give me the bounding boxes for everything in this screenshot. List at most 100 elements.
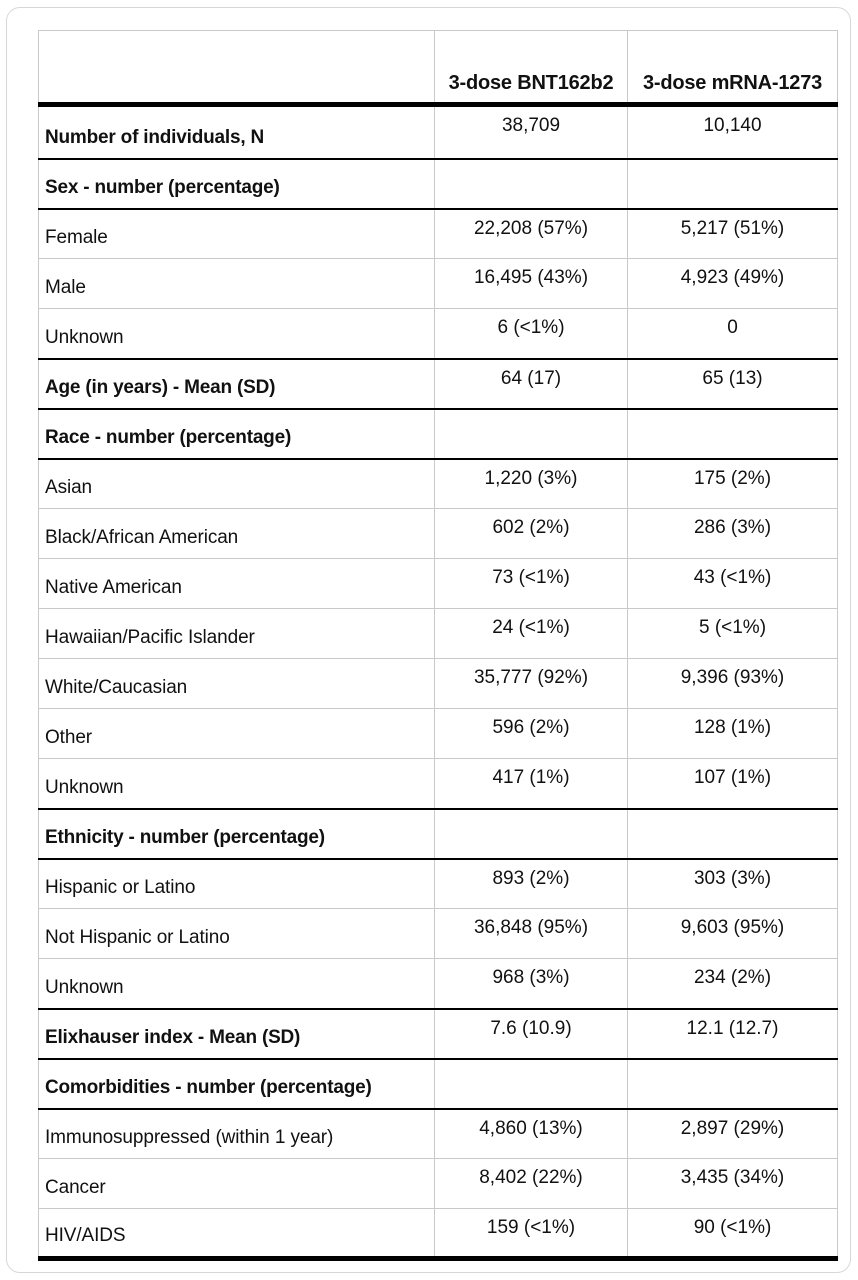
- row-value-cell: 3,435 (34%): [627, 1158, 838, 1209]
- row-label-cell: Hispanic or Latino: [38, 858, 435, 909]
- table-row: Ethnicity - number (percentage): [38, 808, 838, 859]
- row-value-cell: 10,140: [627, 104, 838, 159]
- row-label-cell: Native American: [38, 558, 435, 609]
- row-value-cell: [627, 408, 838, 459]
- table-body: Number of individuals, N 38,709 10,140 Sex …: [38, 104, 838, 1259]
- row-value-cell: 968 (3%): [434, 958, 628, 1009]
- row-label-cell: White/Caucasian: [38, 658, 435, 709]
- row-value-cell: 303 (3%): [627, 858, 838, 909]
- row-value-cell: 893 (2%): [434, 858, 628, 909]
- row-label-cell: Hawaiian/Pacific Islander: [38, 608, 435, 659]
- table-row: Unknown 6 (<1%) 0: [38, 308, 838, 359]
- table-row: Race - number (percentage): [38, 408, 838, 459]
- row-value-cell: 38,709: [434, 104, 628, 159]
- row-value-cell: [627, 158, 838, 209]
- row-label-cell: Immunosuppressed (within 1 year): [38, 1108, 435, 1159]
- row-label-cell: Cancer: [38, 1158, 435, 1209]
- demographics-table: 3-dose BNT162b2 3-dose mRNA-1273 Number …: [38, 30, 838, 1261]
- row-value-cell: 4,923 (49%): [627, 258, 838, 309]
- row-value-cell: [627, 1058, 838, 1109]
- row-label-cell: Asian: [38, 458, 435, 509]
- row-label-cell: Not Hispanic or Latino: [38, 908, 435, 959]
- row-value-cell: 602 (2%): [434, 508, 628, 559]
- table-row: Number of individuals, N 38,709 10,140: [38, 104, 838, 159]
- row-value-cell: 73 (<1%): [434, 558, 628, 609]
- row-value-cell: 8,402 (22%): [434, 1158, 628, 1209]
- row-value-cell: [434, 1058, 628, 1109]
- row-value-cell: 417 (1%): [434, 758, 628, 809]
- row-value-cell: [434, 808, 628, 859]
- row-value-cell: 5,217 (51%): [627, 208, 838, 259]
- row-label-cell: Unknown: [38, 758, 435, 809]
- row-value-cell: 36,848 (95%): [434, 908, 628, 959]
- table-row: Comorbidities - number (percentage): [38, 1058, 838, 1109]
- header-row: 3-dose BNT162b2 3-dose mRNA-1273: [38, 30, 838, 105]
- row-label-cell: Other: [38, 708, 435, 759]
- header-cell-bnt162b2: 3-dose BNT162b2: [434, 30, 628, 105]
- row-label-cell: Comorbidities - number (percentage): [38, 1058, 435, 1109]
- row-value-cell: [434, 158, 628, 209]
- row-value-cell: 0: [627, 308, 838, 359]
- row-value-cell: 22,208 (57%): [434, 208, 628, 259]
- table-row: Hawaiian/Pacific Islander 24 (<1%) 5 (<1%): [38, 608, 838, 659]
- row-label-cell: Race - number (percentage): [38, 408, 435, 459]
- table-row: Male 16,495 (43%) 4,923 (49%): [38, 258, 838, 309]
- row-value-cell: [627, 808, 838, 859]
- table-row: Cancer 8,402 (22%) 3,435 (34%): [38, 1158, 838, 1209]
- row-value-cell: 4,860 (13%): [434, 1108, 628, 1159]
- table-row: Native American 73 (<1%) 43 (<1%): [38, 558, 838, 609]
- row-value-cell: 64 (17): [434, 358, 628, 409]
- page-card: 3-dose BNT162b2 3-dose mRNA-1273 Number …: [6, 7, 851, 1273]
- table-row: Not Hispanic or Latino 36,848 (95%) 9,603 …: [38, 908, 838, 959]
- row-value-cell: 43 (<1%): [627, 558, 838, 609]
- row-value-cell: 9,396 (93%): [627, 658, 838, 709]
- table-row: Immunosuppressed (within 1 year) 4,860 (1…: [38, 1108, 838, 1159]
- row-label-cell: Unknown: [38, 958, 435, 1009]
- row-value-cell: 5 (<1%): [627, 608, 838, 659]
- row-value-cell: 24 (<1%): [434, 608, 628, 659]
- row-value-cell: 9,603 (95%): [627, 908, 838, 959]
- row-value-cell: 596 (2%): [434, 708, 628, 759]
- row-value-cell: 16,495 (43%): [434, 258, 628, 309]
- header-cell-empty: [38, 30, 435, 105]
- row-label-cell: Unknown: [38, 308, 435, 359]
- header-cell-mrna1273: 3-dose mRNA-1273: [627, 30, 838, 105]
- row-value-cell: 6 (<1%): [434, 308, 628, 359]
- table-row: Other 596 (2%) 128 (1%): [38, 708, 838, 759]
- row-label-cell: Sex - number (percentage): [38, 158, 435, 209]
- table-row: Age (in years) - Mean (SD) 64 (17) 65 (13): [38, 358, 838, 409]
- row-label-cell: Male: [38, 258, 435, 309]
- table-row: Female 22,208 (57%) 5,217 (51%): [38, 208, 838, 259]
- row-value-cell: 7.6 (10.9): [434, 1008, 628, 1059]
- table-header: 3-dose BNT162b2 3-dose mRNA-1273: [38, 30, 838, 105]
- row-label-cell: Elixhauser index - Mean (SD): [38, 1008, 435, 1059]
- row-value-cell: 286 (3%): [627, 508, 838, 559]
- row-label-cell: HIV/AIDS: [38, 1208, 435, 1259]
- row-label-cell: Age (in years) - Mean (SD): [38, 358, 435, 409]
- table-row: Unknown 968 (3%) 234 (2%): [38, 958, 838, 1009]
- row-value-cell: 107 (1%): [627, 758, 838, 809]
- table-row: Unknown 417 (1%) 107 (1%): [38, 758, 838, 809]
- table-row: Asian 1,220 (3%) 175 (2%): [38, 458, 838, 509]
- table-row: Sex - number (percentage): [38, 158, 838, 209]
- table-row: HIV/AIDS 159 (<1%) 90 (<1%): [38, 1208, 838, 1259]
- table-row: Elixhauser index - Mean (SD) 7.6 (10.9) 12…: [38, 1008, 838, 1059]
- row-value-cell: 175 (2%): [627, 458, 838, 509]
- row-value-cell: 128 (1%): [627, 708, 838, 759]
- table-row: Black/African American 602 (2%) 286 (3%): [38, 508, 838, 559]
- row-value-cell: 1,220 (3%): [434, 458, 628, 509]
- table-row: White/Caucasian 35,777 (92%) 9,396 (93%): [38, 658, 838, 709]
- row-value-cell: 12.1 (12.7): [627, 1008, 838, 1059]
- row-label-cell: Black/African American: [38, 508, 435, 559]
- row-value-cell: 65 (13): [627, 358, 838, 409]
- row-label-cell: Female: [38, 208, 435, 259]
- row-value-cell: [434, 408, 628, 459]
- row-value-cell: 234 (2%): [627, 958, 838, 1009]
- row-label-cell: Ethnicity - number (percentage): [38, 808, 435, 859]
- row-value-cell: 159 (<1%): [434, 1208, 628, 1259]
- row-label-cell: Number of individuals, N: [38, 104, 435, 159]
- row-value-cell: 2,897 (29%): [627, 1108, 838, 1159]
- row-value-cell: 90 (<1%): [627, 1208, 838, 1259]
- row-value-cell: 35,777 (92%): [434, 658, 628, 709]
- table-row: Hispanic or Latino 893 (2%) 303 (3%): [38, 858, 838, 909]
